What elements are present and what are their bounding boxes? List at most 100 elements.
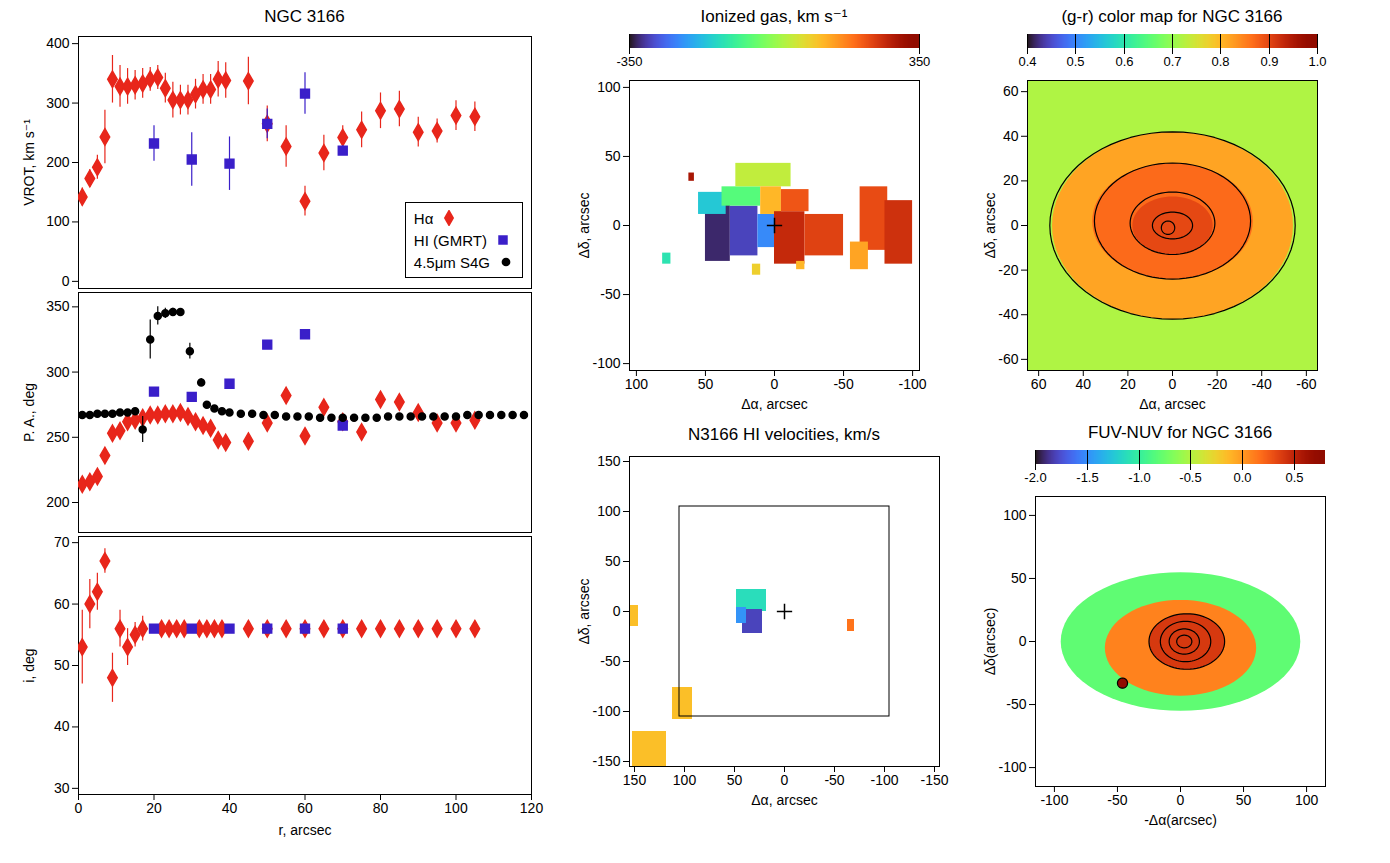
- svg-text:60: 60: [54, 596, 70, 612]
- svg-text:20: 20: [1120, 376, 1136, 392]
- svg-text:60: 60: [1031, 376, 1047, 392]
- svg-text:-0.5: -0.5: [1179, 470, 1201, 485]
- html-text:NGC 3166: NGC 3166: [264, 7, 345, 26]
- svg-text:-150: -150: [920, 772, 948, 788]
- svg-text:0: 0: [613, 603, 621, 619]
- svg-text:0: 0: [1169, 376, 1177, 392]
- svg-text:300: 300: [46, 95, 70, 111]
- svg-text:40: 40: [1075, 376, 1091, 392]
- svg-text:0.9: 0.9: [1260, 54, 1278, 69]
- svg-text:20: 20: [1003, 172, 1019, 188]
- svg-text:-150: -150: [592, 753, 620, 769]
- svg-text:-100: -100: [870, 772, 898, 788]
- html-text:Ionized gas, km s⁻¹: Ionized gas, km s⁻¹: [700, 7, 848, 26]
- svg-text:40: 40: [1003, 128, 1019, 144]
- svg-text:350: 350: [46, 298, 70, 314]
- svg-text:-20: -20: [998, 262, 1018, 278]
- svg-text:-60: -60: [998, 351, 1018, 367]
- svg-text:VROT, km s⁻¹: VROT, km s⁻¹: [21, 119, 37, 206]
- svg-text:-20: -20: [1207, 376, 1227, 392]
- svg-text:-100: -100: [1040, 792, 1068, 808]
- html-text:(g-r) color map for NGC 3166: (g-r) color map for NGC 3166: [1061, 7, 1283, 26]
- svg-text:Δα, arcsec: Δα, arcsec: [741, 396, 807, 412]
- svg-text:0: 0: [1011, 217, 1019, 233]
- svg-text:Δδ, arcsec: Δδ, arcsec: [982, 192, 998, 258]
- svg-text:100: 100: [1295, 792, 1319, 808]
- svg-text:-100: -100: [998, 759, 1026, 775]
- svg-text:100: 100: [597, 503, 621, 519]
- svg-text:0: 0: [781, 772, 789, 788]
- svg-text:-100: -100: [592, 703, 620, 719]
- svg-text:-50: -50: [600, 653, 620, 669]
- svg-text:Δα, arcsec: Δα, arcsec: [751, 792, 817, 808]
- svg-text:0: 0: [75, 800, 83, 816]
- svg-text:-350: -350: [616, 54, 642, 69]
- svg-text:100: 100: [444, 800, 468, 816]
- svg-text:100: 100: [625, 376, 649, 392]
- svg-text:100: 100: [1003, 507, 1027, 523]
- svg-text:50: 50: [698, 376, 714, 392]
- svg-text:40: 40: [54, 718, 70, 734]
- svg-text:120: 120: [520, 800, 544, 816]
- svg-text:0.7: 0.7: [1163, 54, 1181, 69]
- svg-text:-60: -60: [1296, 376, 1316, 392]
- svg-text:0.5: 0.5: [1285, 470, 1303, 485]
- svg-text:30: 30: [54, 780, 70, 796]
- svg-text:Δδ(arcsec): Δδ(arcsec): [982, 608, 998, 676]
- svg-text:0: 0: [1177, 792, 1185, 808]
- svg-text:100: 100: [673, 772, 697, 788]
- svg-text:200: 200: [46, 154, 70, 170]
- svg-text:-40: -40: [1252, 376, 1272, 392]
- svg-text:P. A., deg: P. A., deg: [21, 383, 37, 442]
- svg-text:50: 50: [605, 553, 621, 569]
- svg-text:400: 400: [46, 35, 70, 51]
- svg-text:50: 50: [605, 148, 621, 164]
- svg-text:300: 300: [46, 364, 70, 380]
- svg-text:70: 70: [54, 534, 70, 550]
- svg-text:0.5: 0.5: [1066, 54, 1084, 69]
- svg-text:-2.0: -2.0: [1024, 470, 1046, 485]
- svg-text:-Δα(arcsec): -Δα(arcsec): [1144, 812, 1217, 828]
- svg-text:50: 50: [54, 657, 70, 673]
- svg-text:150: 150: [597, 453, 621, 469]
- svg-text:-50: -50: [1107, 792, 1127, 808]
- svg-text:Δδ, arcsec: Δδ, arcsec: [576, 578, 592, 644]
- svg-text:-1.5: -1.5: [1076, 470, 1098, 485]
- svg-text:-50: -50: [833, 376, 853, 392]
- svg-text:40: 40: [222, 800, 238, 816]
- svg-text:100: 100: [46, 213, 70, 229]
- svg-text:-1.0: -1.0: [1128, 470, 1150, 485]
- svg-text:100: 100: [597, 79, 621, 95]
- svg-text:1.0: 1.0: [1308, 54, 1326, 69]
- svg-text:-100: -100: [899, 376, 927, 392]
- svg-text:250: 250: [46, 429, 70, 445]
- svg-text:50: 50: [727, 772, 743, 788]
- svg-text:-40: -40: [998, 306, 1018, 322]
- svg-text:-50: -50: [600, 286, 620, 302]
- svg-text:0.8: 0.8: [1211, 54, 1229, 69]
- svg-text:50: 50: [1236, 792, 1252, 808]
- svg-text:60: 60: [1003, 83, 1019, 99]
- svg-text:0.0: 0.0: [1233, 470, 1251, 485]
- svg-text:350: 350: [909, 54, 931, 69]
- svg-text:-50: -50: [1006, 696, 1026, 712]
- svg-text:0: 0: [1019, 633, 1027, 649]
- svg-text:50: 50: [1011, 570, 1027, 586]
- svg-text:r, arcsec: r, arcsec: [279, 822, 332, 838]
- svg-text:0.6: 0.6: [1115, 54, 1133, 69]
- svg-text:0.4: 0.4: [1018, 54, 1036, 69]
- html-text:N3166 HI velocities, km/s: N3166 HI velocities, km/s: [688, 425, 880, 444]
- svg-text:Δα, arcsec: Δα, arcsec: [1139, 396, 1205, 412]
- svg-text:0: 0: [613, 217, 621, 233]
- svg-text:200: 200: [46, 494, 70, 510]
- svg-text:80: 80: [373, 800, 389, 816]
- svg-text:Δδ, arcsec: Δδ, arcsec: [576, 192, 592, 258]
- svg-text:150: 150: [623, 772, 647, 788]
- svg-text:-100: -100: [592, 355, 620, 371]
- svg-text:60: 60: [297, 800, 313, 816]
- svg-text:20: 20: [146, 800, 162, 816]
- svg-text:-50: -50: [824, 772, 844, 788]
- svg-text:i, deg: i, deg: [21, 648, 37, 682]
- svg-text:0: 0: [771, 376, 779, 392]
- svg-text:0: 0: [62, 273, 70, 289]
